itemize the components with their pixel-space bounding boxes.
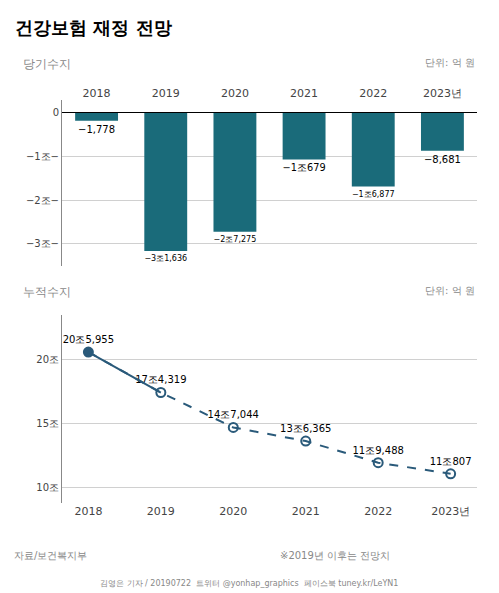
svg-text:10조: 10조 [36, 482, 59, 493]
svg-text:※2019년 이후는 전망치: ※2019년 이후는 전망치 [280, 550, 390, 561]
svg-text:14조7,044: 14조7,044 [208, 409, 259, 420]
svg-text:2019: 2019 [147, 505, 175, 518]
svg-text:11조9,488: 11조9,488 [353, 445, 404, 456]
svg-text:단위: 억 원: 단위: 억 원 [425, 57, 475, 68]
svg-text:2020: 2020 [219, 505, 247, 518]
svg-text:0: 0 [53, 107, 59, 118]
svg-text:−3조−: −3조− [26, 238, 59, 249]
svg-text:15조: 15조 [36, 418, 59, 429]
svg-text:−1조6,877: −1조6,877 [352, 190, 395, 199]
svg-text:−3조1,636: −3조1,636 [144, 254, 187, 263]
svg-text:2021: 2021 [292, 505, 320, 518]
svg-text:2022: 2022 [364, 505, 392, 518]
svg-text:2022: 2022 [359, 87, 387, 100]
svg-text:11조807: 11조807 [430, 456, 472, 467]
svg-text:누적수지: 누적수지 [23, 285, 71, 299]
svg-text:건강보험 재정 전망: 건강보험 재정 전망 [15, 17, 172, 38]
svg-text:17조4,319: 17조4,319 [135, 374, 186, 385]
svg-text:13조6,365: 13조6,365 [280, 423, 331, 434]
svg-text:2018: 2018 [83, 87, 111, 100]
svg-text:2023년: 2023년 [431, 505, 470, 518]
svg-text:2019: 2019 [152, 87, 180, 100]
svg-text:김영은 기자 / 20190722 트위터 @yonhap: 김영은 기자 / 20190722 트위터 @yonhap_graphics 페… [100, 579, 398, 588]
svg-text:−8,681: −8,681 [424, 154, 461, 165]
svg-text:자료/보건복지부: 자료/보건복지부 [14, 550, 87, 561]
svg-text:−1조−: −1조− [26, 151, 59, 162]
svg-text:20조5,955: 20조5,955 [63, 334, 114, 345]
svg-text:−2조7,275: −2조7,275 [214, 235, 257, 244]
svg-text:당기수지: 당기수지 [23, 57, 71, 71]
svg-text:−1,778: −1,778 [78, 124, 115, 135]
svg-text:−1조679: −1조679 [283, 162, 326, 173]
svg-text:2021: 2021 [290, 87, 318, 100]
svg-text:−2조−: −2조− [26, 195, 59, 206]
svg-text:2023년: 2023년 [423, 87, 462, 100]
svg-text:2018: 2018 [74, 505, 102, 518]
svg-text:단위: 억 원: 단위: 억 원 [425, 285, 475, 296]
svg-text:20조: 20조 [36, 354, 59, 365]
svg-text:2020: 2020 [221, 87, 249, 100]
